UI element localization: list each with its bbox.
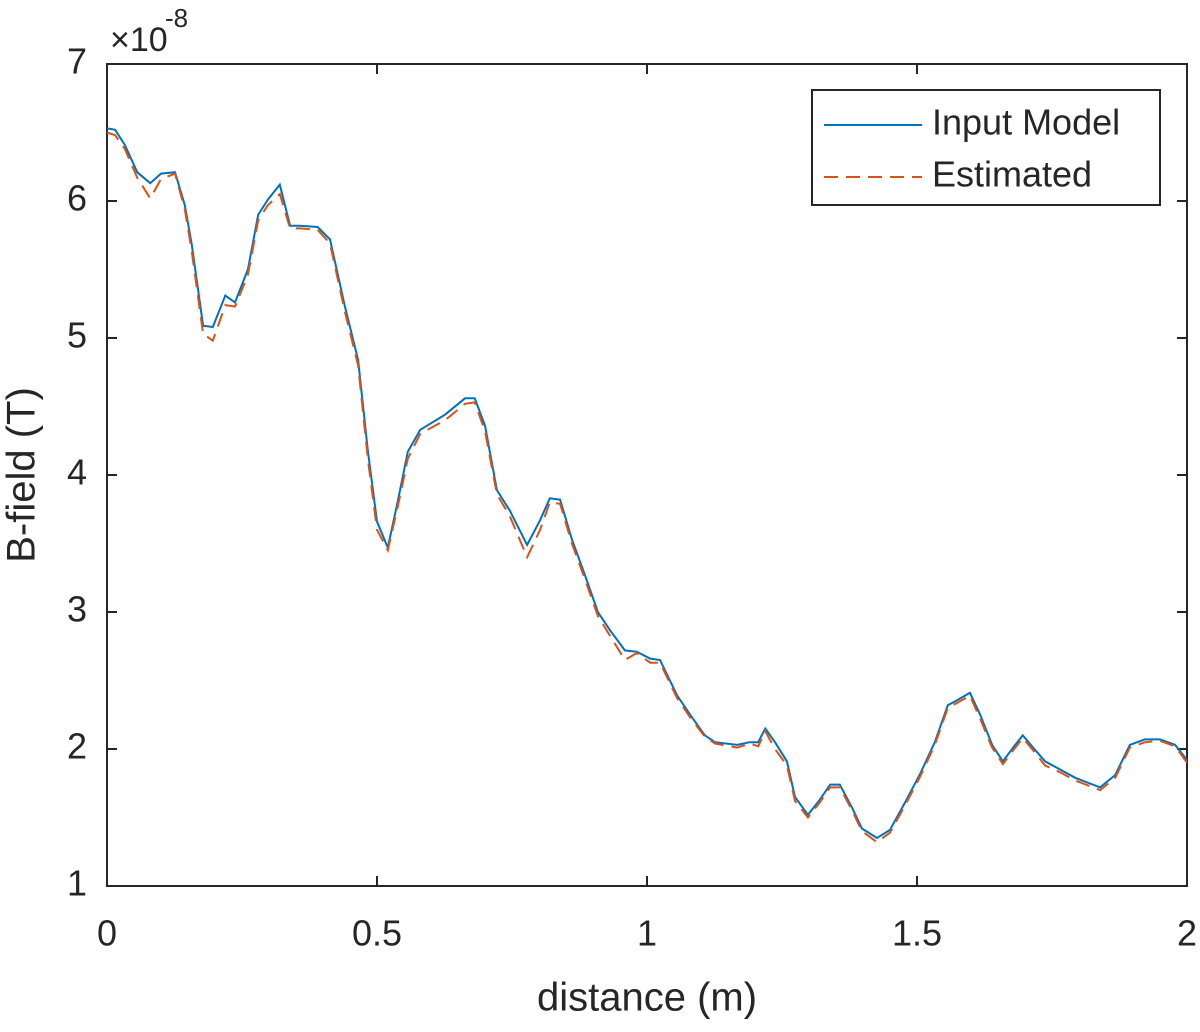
x-tick-label: 2 <box>1177 913 1197 954</box>
y-tick-label: 7 <box>67 41 87 82</box>
legend-label: Input Model <box>932 102 1120 143</box>
legend-box <box>811 89 1161 206</box>
y-tick-label: 1 <box>67 863 87 904</box>
x-tick-label: 0.5 <box>352 913 402 954</box>
y-tick-label: 3 <box>67 589 87 630</box>
x-tick-label: 0 <box>97 913 117 954</box>
y-tick-label: 5 <box>67 315 87 356</box>
series-line <box>106 131 1188 844</box>
y-exponent-power: -8 <box>165 3 188 33</box>
series-line <box>106 127 1188 840</box>
y-tick-label: 2 <box>67 726 87 767</box>
y-axis-label: B-field (T) <box>0 387 44 563</box>
x-tick-label: 1 <box>637 913 657 954</box>
y-tick-label: 6 <box>67 178 87 219</box>
legend-label: Estimated <box>932 154 1092 195</box>
y-exponent-base: ×10 <box>110 21 168 59</box>
y-tick-label: 4 <box>67 452 87 493</box>
x-tick-label: 1.5 <box>892 913 942 954</box>
x-axis-label: distance (m) <box>537 976 757 1020</box>
